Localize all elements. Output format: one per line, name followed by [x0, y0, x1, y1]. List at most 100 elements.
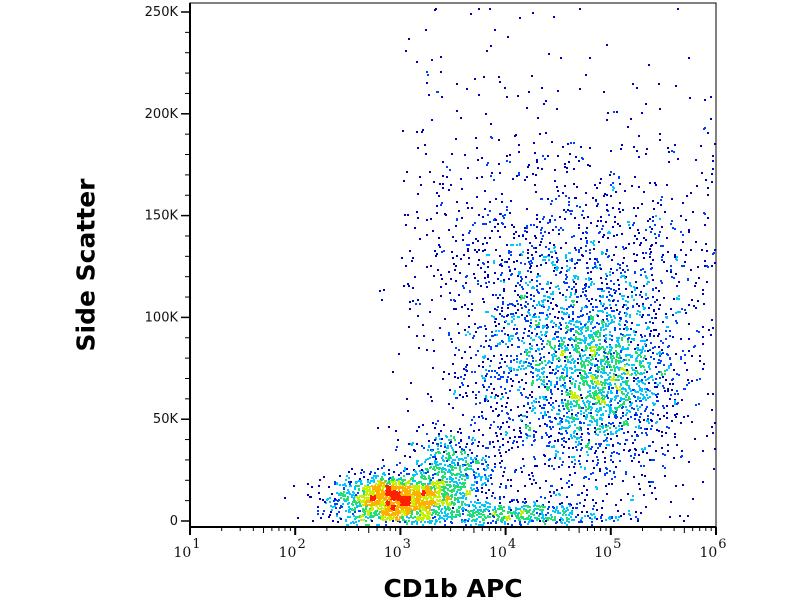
- event-dot: [436, 480, 438, 482]
- event-dot: [581, 447, 583, 449]
- event-dot: [392, 496, 394, 498]
- event-dot: [473, 416, 475, 418]
- event-dot: [602, 295, 604, 297]
- event-dot: [565, 332, 567, 334]
- event-dot: [449, 455, 451, 457]
- event-dot: [592, 316, 594, 318]
- event-dot: [450, 439, 452, 441]
- event-dot: [563, 408, 565, 410]
- event-dot: [497, 426, 499, 428]
- event-dot: [666, 326, 668, 328]
- event-dot: [450, 435, 452, 437]
- event-dot: [646, 283, 648, 285]
- event-dot: [435, 513, 437, 515]
- event-dot: [465, 460, 467, 462]
- event-dot: [684, 309, 686, 311]
- event-dot: [416, 463, 418, 465]
- event-dot: [573, 466, 575, 468]
- event-dot: [378, 485, 380, 487]
- event-dot: [528, 335, 530, 337]
- event-dot: [687, 415, 689, 417]
- event-dot: [372, 494, 374, 496]
- event-dot: [450, 430, 452, 432]
- event-dot: [518, 339, 520, 341]
- event-dot: [454, 439, 456, 441]
- event-dot: [413, 499, 415, 501]
- event-dot: [474, 371, 476, 373]
- event-dot: [520, 432, 522, 434]
- event-dot: [633, 299, 635, 301]
- event-dot: [377, 468, 379, 470]
- event-dot: [484, 380, 486, 382]
- event-dot: [430, 493, 432, 495]
- event-dot: [548, 254, 550, 256]
- event-dot: [558, 288, 560, 290]
- event-dot: [507, 323, 509, 325]
- event-dot: [601, 322, 603, 324]
- event-dot: [438, 512, 440, 514]
- event-dot: [464, 351, 466, 353]
- event-dot: [370, 471, 372, 473]
- event-dot: [598, 396, 600, 398]
- event-dot: [396, 491, 398, 493]
- event-dot: [318, 485, 320, 487]
- event-dot: [508, 336, 510, 338]
- event-dot: [422, 494, 424, 496]
- event-dot: [540, 264, 542, 266]
- event-dot: [497, 415, 499, 417]
- event-dot: [538, 292, 540, 294]
- event-dot: [584, 367, 586, 369]
- event-dot: [558, 409, 560, 411]
- event-dot: [575, 197, 577, 199]
- event-dot: [518, 346, 520, 348]
- event-dot: [409, 497, 411, 499]
- event-dot: [686, 195, 688, 197]
- event-dot: [396, 513, 398, 515]
- event-dot: [625, 312, 627, 314]
- event-dot: [476, 251, 478, 253]
- event-dot: [358, 480, 360, 482]
- event-dot: [606, 318, 608, 320]
- event-dot: [669, 383, 671, 385]
- event-dot: [454, 390, 456, 392]
- event-dot: [494, 321, 496, 323]
- event-dot: [386, 488, 388, 490]
- event-dot: [545, 364, 547, 366]
- event-dot: [564, 185, 566, 187]
- event-dot: [574, 383, 576, 385]
- event-dot: [631, 460, 633, 462]
- event-dot: [655, 498, 657, 500]
- event-dot: [435, 452, 437, 454]
- event-dot: [478, 441, 480, 443]
- event-dot: [640, 413, 642, 415]
- event-dot: [403, 506, 405, 508]
- event-dot: [541, 348, 543, 350]
- event-dot: [416, 523, 418, 525]
- event-dot: [550, 282, 552, 284]
- event-dot: [456, 509, 458, 511]
- event-dot: [500, 398, 502, 400]
- event-dot: [536, 326, 538, 328]
- event-dot: [516, 328, 518, 330]
- event-dot: [580, 238, 582, 240]
- event-dot: [381, 477, 383, 479]
- event-dot: [552, 357, 554, 359]
- event-dot: [527, 252, 529, 254]
- event-dot: [339, 484, 341, 486]
- event-dot: [476, 196, 478, 198]
- event-dot: [576, 433, 578, 435]
- event-dot: [535, 316, 537, 318]
- event-dot: [525, 320, 527, 322]
- event-dot: [391, 498, 393, 500]
- event-dot: [556, 489, 558, 491]
- event-dot: [574, 430, 576, 432]
- event-dot: [497, 395, 499, 397]
- event-dot: [629, 284, 631, 286]
- event-dot: [503, 496, 505, 498]
- event-dot: [449, 485, 451, 487]
- event-dot: [449, 389, 451, 391]
- event-dot: [464, 482, 466, 484]
- event-dot: [688, 323, 690, 325]
- event-dot: [544, 299, 546, 301]
- event-dot: [550, 397, 552, 399]
